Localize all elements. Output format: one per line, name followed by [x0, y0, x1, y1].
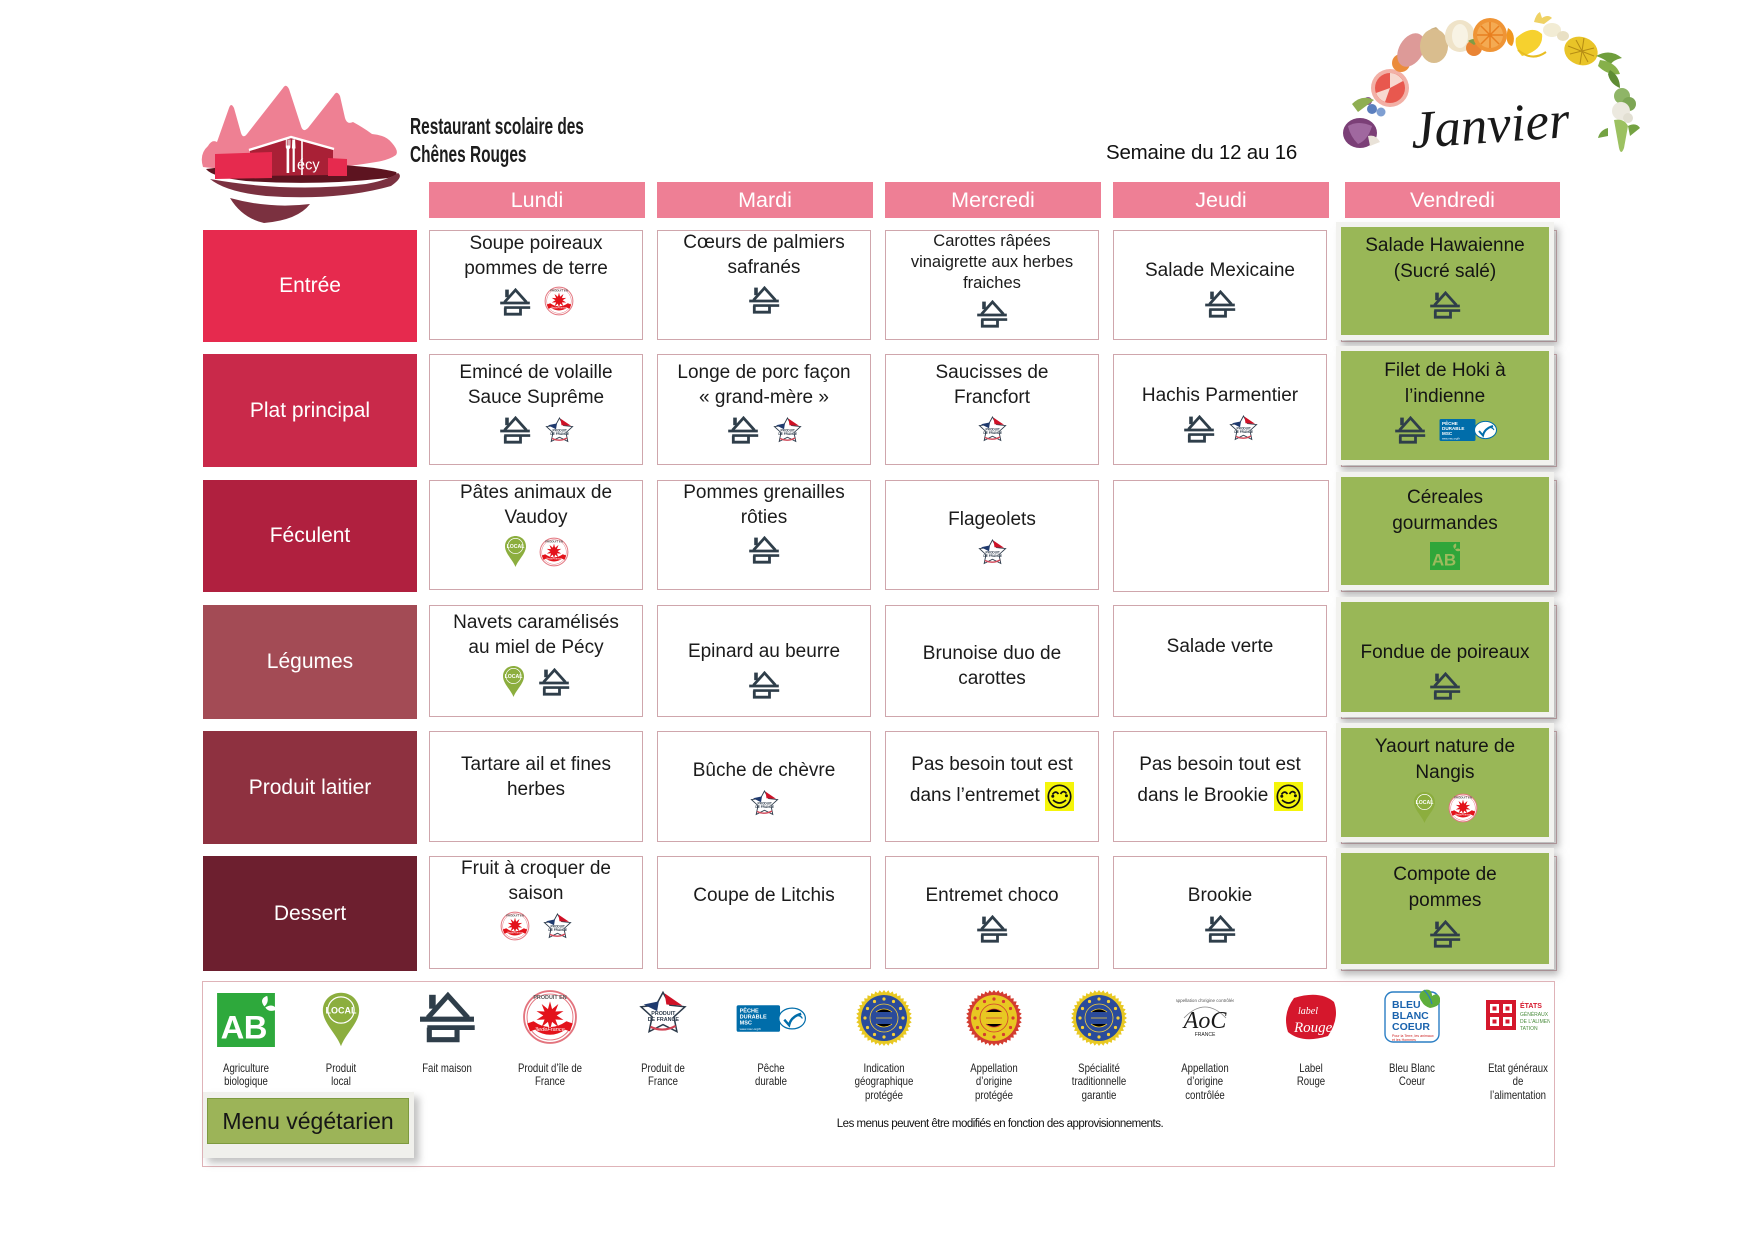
svg-text:DE FRANCE: DE FRANCE	[1234, 430, 1253, 434]
svg-text:Rouge: Rouge	[1293, 1020, 1333, 1036]
svg-text:TATION: TATION	[1520, 1026, 1538, 1032]
svg-text:www.msc.org/fr: www.msc.org/fr	[1442, 436, 1460, 440]
svg-text:AoC: AoC	[1182, 1008, 1228, 1034]
svg-text:PRODUIT: PRODUIT	[651, 1011, 676, 1017]
svg-text:îledeFrance: îledeFrance	[1455, 812, 1471, 816]
svg-text:www.msc.org/fr: www.msc.org/fr	[740, 1027, 761, 1031]
svg-text:PRODUIT: PRODUIT	[552, 428, 566, 432]
svg-text:PRODUIT: PRODUIT	[985, 427, 999, 431]
svg-text:îledeFrance: îledeFrance	[507, 931, 523, 935]
svg-text:Pour la Terre, les animaux: Pour la Terre, les animaux	[1392, 1034, 1434, 1038]
svg-text:DURABLE: DURABLE	[740, 1015, 767, 1021]
svg-text:DE FRANCE: DE FRANCE	[983, 431, 1002, 435]
svg-text:A: A	[221, 1008, 245, 1045]
svg-text:îledeFrance: îledeFrance	[535, 1027, 565, 1033]
svg-text:LOCAL: LOCAL	[506, 544, 525, 550]
svg-text:PRODUIT: PRODUIT	[550, 924, 564, 928]
svg-text:DURABLE: DURABLE	[1442, 426, 1464, 431]
svg-text:PRODUIT EN: PRODUIT EN	[533, 995, 566, 1001]
svg-text:DE FRANCE: DE FRANCE	[755, 805, 774, 809]
svg-text:MSC: MSC	[1442, 431, 1453, 436]
svg-text:appellation d'origine contrôlé: appellation d'origine contrôlée	[1176, 998, 1234, 1003]
svg-text:et les Hommes: et les Hommes	[1392, 1038, 1416, 1042]
svg-text:PRODUIT EN: PRODUIT EN	[545, 539, 563, 543]
svg-text:BLEU: BLEU	[1392, 999, 1421, 1011]
svg-text:LOCAL: LOCAL	[504, 674, 523, 680]
svg-text:PRODUIT EN: PRODUIT EN	[506, 913, 524, 917]
svg-text:PRODUIT: PRODUIT	[985, 550, 999, 554]
svg-text:B: B	[1444, 551, 1456, 570]
svg-text:DE FRANCE: DE FRANCE	[983, 554, 1002, 558]
svg-text:label: label	[1298, 1006, 1318, 1017]
svg-text:FRANCE: FRANCE	[1195, 1032, 1216, 1038]
svg-text:DE FRANCE: DE FRANCE	[550, 432, 569, 436]
svg-text:GÉNÉRAUX: GÉNÉRAUX	[1520, 1011, 1549, 1018]
svg-text:BLANC: BLANC	[1392, 1010, 1429, 1022]
svg-text:îledeFrance: îledeFrance	[551, 306, 567, 310]
svg-text:ÉTATS: ÉTATS	[1520, 1001, 1542, 1010]
svg-text:PÊCHE: PÊCHE	[1442, 419, 1458, 426]
svg-text:écy: écy	[297, 158, 320, 174]
svg-text:DE L'ALIMEN: DE L'ALIMEN	[1520, 1019, 1550, 1025]
svg-text:PRODUIT EN: PRODUIT EN	[550, 288, 568, 292]
svg-text:LOCAL: LOCAL	[326, 1006, 357, 1016]
svg-text:PRODUIT: PRODUIT	[1236, 426, 1250, 430]
svg-text:COEUR: COEUR	[1392, 1021, 1430, 1033]
svg-text:Janvier: Janvier	[1409, 91, 1572, 160]
svg-text:LOCAL: LOCAL	[1415, 800, 1434, 806]
svg-text:DE FRANCE: DE FRANCE	[648, 1017, 680, 1023]
svg-text:PRODUIT: PRODUIT	[780, 428, 794, 432]
svg-text:PRODUIT: PRODUIT	[757, 801, 771, 805]
svg-text:PÊCHE: PÊCHE	[740, 1006, 759, 1014]
svg-text:B: B	[244, 1008, 268, 1045]
svg-text:DE FRANCE: DE FRANCE	[778, 432, 797, 436]
svg-text:îledeFrance: îledeFrance	[546, 556, 562, 560]
svg-text:A: A	[1432, 551, 1444, 570]
svg-text:MSC: MSC	[740, 1021, 752, 1027]
svg-text:DE FRANCE: DE FRANCE	[548, 928, 567, 932]
svg-text:PRODUIT EN: PRODUIT EN	[1454, 795, 1472, 799]
